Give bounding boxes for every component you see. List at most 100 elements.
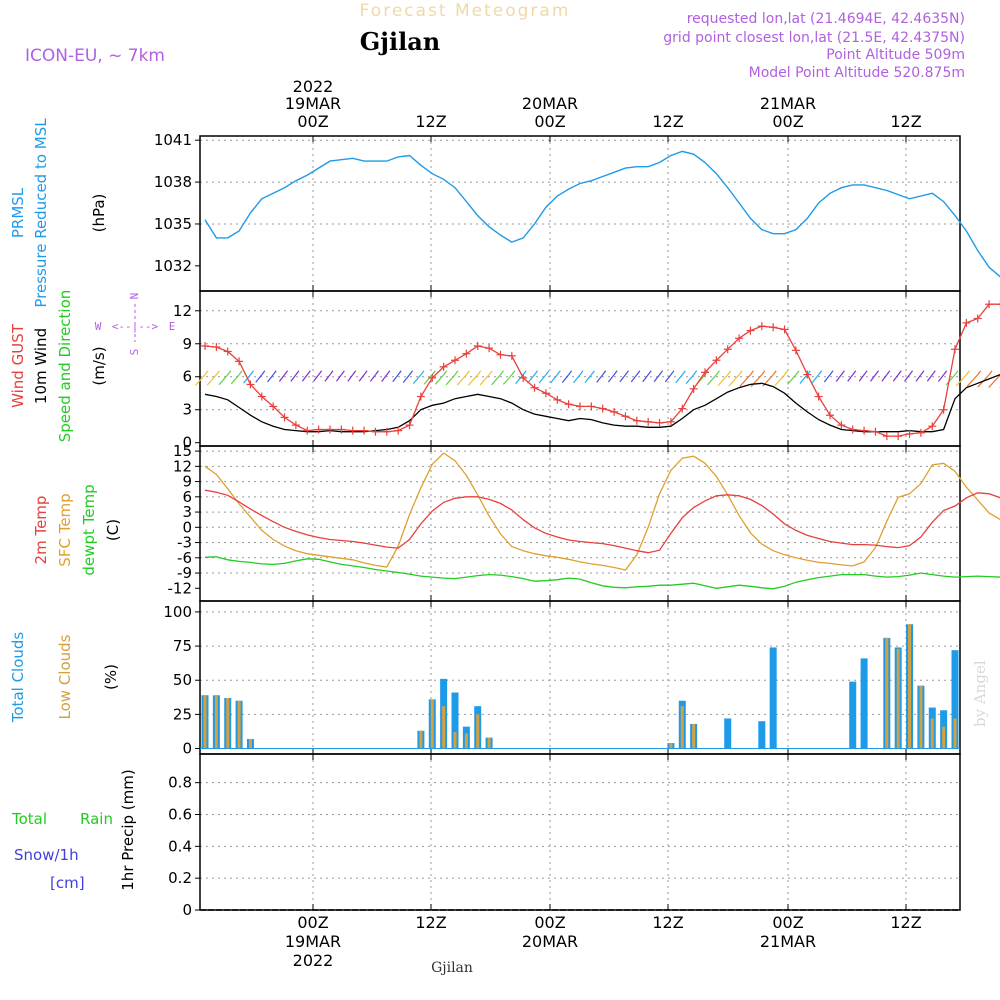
wind-direction-barb <box>613 370 618 376</box>
wind-direction-barb <box>681 370 686 376</box>
wind-direction-barb <box>568 370 573 376</box>
chart-title: Forecast Meteogram <box>360 1 571 21</box>
hpa-unit-label: (hPa) <box>90 194 108 233</box>
top-date-label: 19MAR <box>285 94 341 113</box>
wind-direction-barb <box>465 370 470 376</box>
wind-direction-barb <box>749 370 754 376</box>
wind-direction-barb <box>467 374 479 386</box>
pressure-series-line <box>204 150 1000 278</box>
compass-arms: <--|--> <box>112 320 159 333</box>
wind-direction-barb <box>534 370 539 376</box>
low-clouds-bar <box>919 685 923 749</box>
y-tick-label: 9 <box>182 473 192 491</box>
low-clouds-bar <box>885 637 889 749</box>
top-time-tick-label: 12Z <box>415 112 446 131</box>
sfc-temp-line <box>204 452 1000 571</box>
pressure-label: Pressure Reduced to MSL <box>32 118 50 308</box>
compass-west: W <box>95 320 102 333</box>
wind-direction-barb <box>881 374 888 382</box>
wind-direction-barb <box>685 374 695 385</box>
gridpoint-coords: grid point closest lon,lat (21.5E, 42.43… <box>663 30 965 46</box>
compass-south: S <box>128 349 141 356</box>
wind-direction-barb <box>386 370 391 376</box>
wind-direction-barb <box>503 374 513 385</box>
wind-10m-line <box>204 373 1000 433</box>
wind-direction-barb <box>647 370 652 376</box>
low-clouds-bar <box>908 624 912 749</box>
total-label: Total <box>11 810 47 828</box>
low-clouds-bar <box>487 737 491 749</box>
wind-direction-barb <box>727 370 732 376</box>
wind-direction-barb <box>852 370 857 376</box>
y-tick-label: 0 <box>182 434 192 452</box>
panel-frame <box>199 600 961 755</box>
wind-direction-barb <box>642 374 649 383</box>
wind-direction-barb <box>290 374 297 382</box>
wind-direction-barb <box>653 374 661 383</box>
y-tick-label: 0.6 <box>168 805 192 823</box>
bottom-time-tick-label: 12Z <box>652 913 683 932</box>
wind-10m-label: 10m Wind <box>32 328 50 404</box>
prmsl-label: PRMSL <box>9 187 27 238</box>
y-tick-label: 15 <box>173 442 192 460</box>
wind-direction-barb <box>456 374 467 386</box>
wind-direction-barb <box>227 370 232 376</box>
low-clouds-bar <box>669 743 673 749</box>
wind-direction-barb <box>249 370 254 376</box>
wind-direction-barb <box>445 374 456 386</box>
wind-direction-barb <box>324 374 331 382</box>
y-tick-label: 0 <box>182 901 192 919</box>
y-tick-label: 3 <box>182 503 192 521</box>
wind-direction-barb <box>624 370 629 376</box>
wind-direction-barb <box>579 370 584 376</box>
location-title: Gjilan <box>360 27 440 56</box>
panel-4: 0 0.2 0.4 0.6 0.8 <box>168 753 961 919</box>
temp-sfc-label: SFC Temp <box>56 493 74 566</box>
wind-direction-barb <box>602 370 607 376</box>
wind-direction-barb <box>823 374 831 383</box>
wind-direction-barb <box>870 374 876 382</box>
wind-direction-barb <box>886 370 891 376</box>
y-tick-label: 100 <box>163 603 192 621</box>
wind-direction-barb <box>261 370 266 376</box>
low-clouds-bar <box>896 648 900 749</box>
footer-location: Gjilan <box>431 960 473 976</box>
wind-direction-barb <box>195 374 206 386</box>
wind-direction-barb <box>412 374 422 385</box>
wind-direction-barb <box>926 374 933 382</box>
top-time-tick-label: 00Z <box>772 112 803 131</box>
top-time-tick-label: 00Z <box>297 112 328 131</box>
wind-direction-barb <box>945 374 956 386</box>
wind-direction-barb <box>295 370 300 376</box>
wind-direction-barb <box>272 370 277 376</box>
wind-direction-barb <box>619 374 626 383</box>
bottom-time-tick-label: 00Z <box>297 913 328 932</box>
low-clouds-bar <box>237 700 241 749</box>
panel-frame <box>199 445 961 602</box>
y-tick-label: 0 <box>182 740 192 758</box>
low-clouds-bar <box>942 726 946 749</box>
wind-direction-barb <box>352 370 357 376</box>
wind-direction-barb <box>892 374 899 382</box>
wind-direction-barb <box>909 370 914 376</box>
low-clouds-bar <box>476 714 480 749</box>
wind-gust-label: Wind GUST <box>9 323 27 408</box>
wind-direction-barb <box>443 370 448 376</box>
wind-direction-barb <box>358 374 365 382</box>
wind-direction-barb <box>374 370 379 376</box>
wind-direction-barb <box>904 374 911 382</box>
precip-legend: Total Rain Snow/1h [cm] <box>11 810 113 892</box>
wind-direction-barb <box>847 374 854 382</box>
wind-direction-barb <box>943 370 948 376</box>
low-clouds-bar <box>692 723 696 749</box>
wind-direction-barb <box>590 370 595 376</box>
y-tick-label: 9 <box>182 335 192 353</box>
wind-direction-barb <box>717 374 729 387</box>
wind-direction-barb <box>738 370 743 376</box>
wind-direction-barb <box>318 370 323 376</box>
wind-direction-barb <box>369 374 376 382</box>
wind-direction-barb <box>409 370 414 376</box>
panel-3: 0 25 50 75 100 <box>163 600 961 758</box>
wind-direction-barb <box>659 370 664 376</box>
